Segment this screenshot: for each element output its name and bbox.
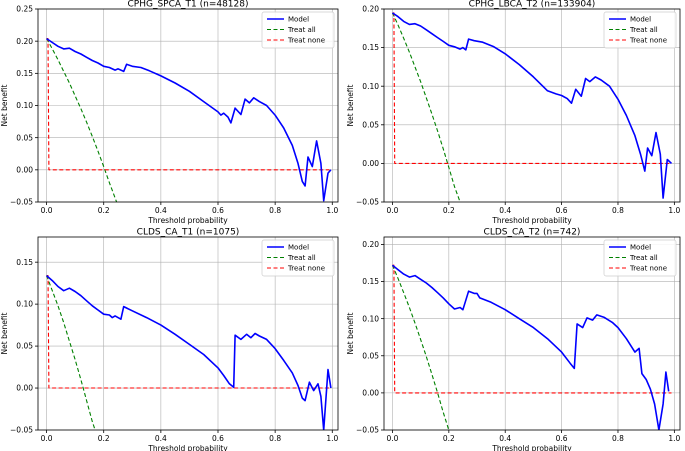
treat-none-line [392,264,672,394]
y-tick-label: 0.25 [16,5,33,14]
legend-box [603,11,677,49]
y-tick-label: −0.05 [10,426,33,435]
legend-entry: Treat none [629,265,667,273]
legend: Model Treat all Treat none [603,239,677,277]
legend-entry: Treat none [629,37,667,45]
legend-box [261,239,335,277]
y-tick-label: 0.10 [16,300,33,309]
legend-entry: Treat all [287,254,316,262]
chart-panel-1: CPHG_SPCA_T1 (n=48128) 0.0 0.2 0.4 0.6 0.8 1.0… [0,0,338,225]
x-tick-label: 0.2 [98,206,110,215]
legend-entry: Model [630,16,651,24]
x-tick-label: 0.4 [155,434,167,443]
chart-title: CLDS_CA_T2 (n=742) [484,228,581,238]
model-line [46,274,332,430]
y-axis-label: Net benefit [346,312,355,354]
model-line [391,264,670,430]
x-tick-label: 0.0 [41,206,53,215]
treat-all-line [46,38,118,202]
x-tick-label: 0.4 [155,206,167,215]
x-axis-label: Threshold probability [491,444,572,451]
x-tick-label: 1.0 [326,434,338,443]
x-tick-label: 0.2 [443,434,455,443]
y-tick-label: 0.00 [16,165,33,174]
y-axis-label: Net benefit [0,84,9,126]
axes-frame [37,8,339,203]
x-tick-label: 1.0 [668,206,680,215]
y-tick-label: 0.00 [362,159,379,168]
x-axis-label: Threshold probability [147,444,228,451]
x-tick-label: 0.0 [41,434,53,443]
y-tick-label: −0.05 [356,198,379,207]
y-tick-label: 0.15 [362,43,379,52]
legend-entry: Treat all [629,26,658,34]
x-tick-label: 0.4 [499,434,511,443]
y-tick-label: 0.05 [16,133,33,142]
legend-entry: Treat all [287,26,316,34]
treat-all-line [391,12,461,202]
x-tick-label: 0.0 [386,434,398,443]
y-tick-label: 0.20 [362,5,379,14]
chart-title: CLDS_CA_T1 (n=1075) [137,228,240,238]
axes-frame [383,8,681,203]
legend-entry: Treat none [287,265,325,273]
y-tick-label: 0.05 [16,342,33,351]
y-tick-label: 0.15 [16,69,33,78]
legend: Model Treat all Treat none [603,11,677,49]
y-tick-label: 0.15 [16,258,33,267]
y-tick-label: 0.20 [16,37,33,46]
x-tick-label: 0.8 [612,206,624,215]
y-tick-label: 0.05 [362,120,379,129]
y-tick-label: 0.05 [362,351,379,360]
y-tick-label: −0.05 [356,426,379,435]
legend-box [261,11,335,49]
y-tick-label: 0.00 [16,384,33,393]
legend-entry: Model [288,16,309,24]
x-tick-label: 0.2 [443,206,455,215]
chart-title: CPHG_SPCA_T1 (n=48128) [127,0,248,10]
y-tick-label: 0.10 [362,82,379,91]
x-tick-label: 1.0 [326,206,338,215]
x-tick-label: 0.6 [556,206,568,215]
y-axis-label: Net benefit [0,312,9,354]
chart-panel-4: CLDS_CA_T2 (n=742) 0.0 0.2 0.4 0.6 0.8 1.0 −0.0… [346,228,681,451]
treat-all-line [46,275,96,430]
legend-entry: Model [288,244,309,252]
y-tick-label: 0.15 [362,277,379,286]
treat-all-line [391,264,450,430]
legend-box [603,239,677,277]
legend-entry: Treat all [629,254,658,262]
model-line [46,37,332,202]
legend: Model Treat all Treat none [261,239,335,277]
legend-entry: Model [630,244,651,252]
chart-panel-3: CLDS_CA_T1 (n=1075) 0.0 0.2 0.4 0.6 0.8 1.0 −0.… [0,228,338,451]
treat-none-line [46,275,330,389]
x-tick-label: 0.4 [499,206,511,215]
x-axis-label: Threshold probability [491,216,572,225]
x-tick-label: 0.8 [269,206,281,215]
axes-frame [383,236,681,431]
y-tick-label: 0.10 [362,314,379,323]
x-tick-label: 0.6 [212,434,224,443]
x-tick-label: 0.8 [269,434,281,443]
y-tick-label: 0.10 [16,101,33,110]
y-tick-label: 0.20 [362,240,379,249]
y-axis-label: Net benefit [346,84,355,126]
x-tick-label: 0.6 [212,206,224,215]
legend: Model Treat all Treat none [261,11,335,49]
model-line [392,12,673,199]
legend-entry: Treat none [287,37,325,45]
x-tick-label: 0.8 [612,434,624,443]
x-tick-label: 0.0 [386,206,398,215]
y-tick-label: 0.00 [362,388,379,397]
x-tick-label: 1.0 [668,434,680,443]
chart-panel-2: CPHG_LBCA_T2 (n=133904) 0.0 0.2 0.4 0.6 0.8 1.… [346,0,681,225]
chart-title: CPHG_LBCA_T2 (n=133904) [469,0,596,10]
y-tick-label: −0.05 [10,198,33,207]
x-tick-label: 0.6 [556,434,568,443]
x-axis-label: Threshold probability [147,216,228,225]
axes-frame [37,236,339,431]
x-tick-label: 0.2 [98,434,110,443]
